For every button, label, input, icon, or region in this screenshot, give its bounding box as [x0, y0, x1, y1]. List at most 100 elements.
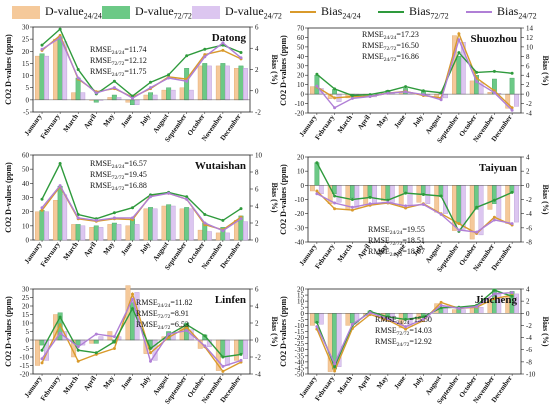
point-Bias24/72	[475, 305, 479, 309]
bar-D-value24/72	[152, 208, 158, 241]
point-Bias72/72	[58, 315, 62, 319]
bar-D-value24/72	[116, 97, 122, 101]
bar-D-value24/24	[215, 65, 221, 101]
point-Bias72/72	[421, 315, 425, 319]
bar-D-value72/72	[75, 77, 81, 101]
y-tick-label: 30	[297, 62, 305, 70]
bar-D-value24/72	[407, 185, 413, 206]
legend-item-1: D-value72/72	[102, 4, 192, 20]
bar-D-value24/24	[487, 185, 493, 210]
bar-D-value24/72	[98, 336, 104, 341]
y-tick-label: 10	[297, 168, 305, 176]
line-Bias24/72	[41, 36, 242, 100]
bar-D-value24/72	[318, 185, 324, 195]
panel-linfen: -20-15-10-5051015202530-4-20246JanuaryFe…	[4, 285, 279, 406]
y-axis-label: CO2 D-values (ppm)	[4, 296, 13, 367]
bar-D-value24/72	[170, 205, 176, 241]
rmse-annotation: RMSE24/72=18.07	[368, 247, 425, 258]
bar-D-value24/24	[197, 229, 203, 241]
point-Bias24/24	[112, 347, 116, 350]
point-Bias72/72	[76, 68, 80, 71]
point-Bias24/72	[404, 204, 408, 208]
point-Bias24/72	[439, 303, 443, 307]
point-Bias24/72	[112, 86, 116, 90]
y2-tick-label: 0	[255, 237, 259, 245]
bar-D-value24/24	[143, 94, 149, 101]
y-tick-label: -5	[23, 109, 29, 117]
bar-D-value24/72	[372, 185, 377, 204]
point-Bias24/72	[457, 228, 461, 232]
y-tick-label: 30	[22, 194, 30, 202]
point-Bias24/72	[421, 203, 425, 206]
y-tick-label: -5	[23, 345, 29, 353]
point-Bias72/72	[368, 195, 372, 199]
y-tick-label: -5	[298, 316, 304, 324]
point-Bias24/24	[40, 361, 44, 365]
legend-label: D-value24/72	[225, 4, 282, 21]
point-Bias72/72	[40, 348, 44, 352]
point-Bias72/72	[40, 197, 44, 201]
point-Bias24/24	[404, 206, 408, 210]
bar-D-value24/72	[478, 307, 484, 314]
bar-D-value24/24	[233, 68, 239, 101]
y-tick-label: -20	[20, 371, 30, 379]
bar-D-value24/72	[44, 55, 49, 100]
bar-D-value24/24	[125, 225, 131, 241]
x-tick-label: June	[119, 113, 134, 129]
x-tick-label: May	[102, 240, 117, 256]
y2-tick-label: -2	[255, 354, 261, 362]
bar-D-value24/72	[336, 185, 342, 203]
point-Bias24/72	[149, 359, 152, 363]
panel-taiyuan: -40-30-20-1001020-8-6-4-2024JanuaryFebru…	[279, 154, 550, 274]
legend-label: D-value24/24	[45, 4, 102, 21]
bar-D-value72/72	[166, 204, 172, 241]
line-Bias24/72	[316, 37, 513, 111]
point-Bias24/24	[350, 208, 354, 212]
x-tick-label: April	[82, 113, 98, 131]
point-Bias72/72	[185, 195, 189, 199]
y2-tick-label: 4	[255, 303, 259, 311]
y2-axis-label: Bias (%)	[541, 185, 550, 215]
point-Bias72/72	[203, 334, 207, 338]
line-Bias24/72	[41, 297, 242, 368]
point-Bias24/72	[510, 108, 514, 112]
rmse-annotation: RMSE24/72=16.88	[90, 181, 147, 192]
bar-D-value24/24	[107, 224, 113, 241]
point-Bias24/72	[475, 80, 479, 84]
point-Bias72/72	[239, 51, 243, 54]
y2-tick-label: 2	[255, 320, 259, 328]
y-tick-label: 0	[26, 337, 30, 345]
point-Bias24/72	[76, 76, 80, 80]
bar-D-value24/24	[125, 99, 131, 103]
bar-D-value24/24	[469, 80, 475, 95]
y-tick-label: -10	[295, 196, 305, 204]
bar-D-value24/24	[233, 339, 239, 361]
point-Bias72/72	[58, 162, 62, 165]
legend-label: Bias24/72	[497, 4, 537, 21]
y-tick-label: 10	[297, 298, 305, 306]
y-tick-label: 40	[297, 53, 305, 61]
rmse-annotation: RMSE24/72=6.53	[136, 320, 189, 331]
bar-D-value72/72	[220, 63, 226, 101]
y-tick-label: -40	[295, 239, 305, 247]
bar-D-value24/72	[514, 93, 519, 107]
x-tick-label: July	[138, 112, 152, 128]
bar-D-value24/72	[242, 221, 248, 241]
y-tick-label: 20	[297, 286, 305, 294]
y-axis-label: CO2 D-values (ppm)	[279, 35, 288, 106]
y-tick-label: -20	[295, 110, 305, 118]
bar-D-value24/24	[487, 91, 493, 95]
bar-D-value72/72	[238, 65, 244, 101]
point-Bias72/72	[185, 323, 189, 327]
bar-D-value24/72	[80, 225, 86, 241]
y2-tick-label: 10	[526, 43, 534, 51]
point-Bias24/72	[315, 192, 319, 196]
rmse-annotation: RMSE24/24=16.57	[90, 159, 147, 170]
point-Bias24/24	[40, 208, 44, 212]
line-Bias24/72	[316, 193, 513, 233]
point-Bias72/72	[333, 365, 337, 369]
bar-D-value24/24	[107, 97, 113, 101]
y2-tick-label: 0	[526, 182, 530, 190]
point-Bias24/72	[350, 322, 354, 326]
plot-frame	[307, 27, 522, 114]
